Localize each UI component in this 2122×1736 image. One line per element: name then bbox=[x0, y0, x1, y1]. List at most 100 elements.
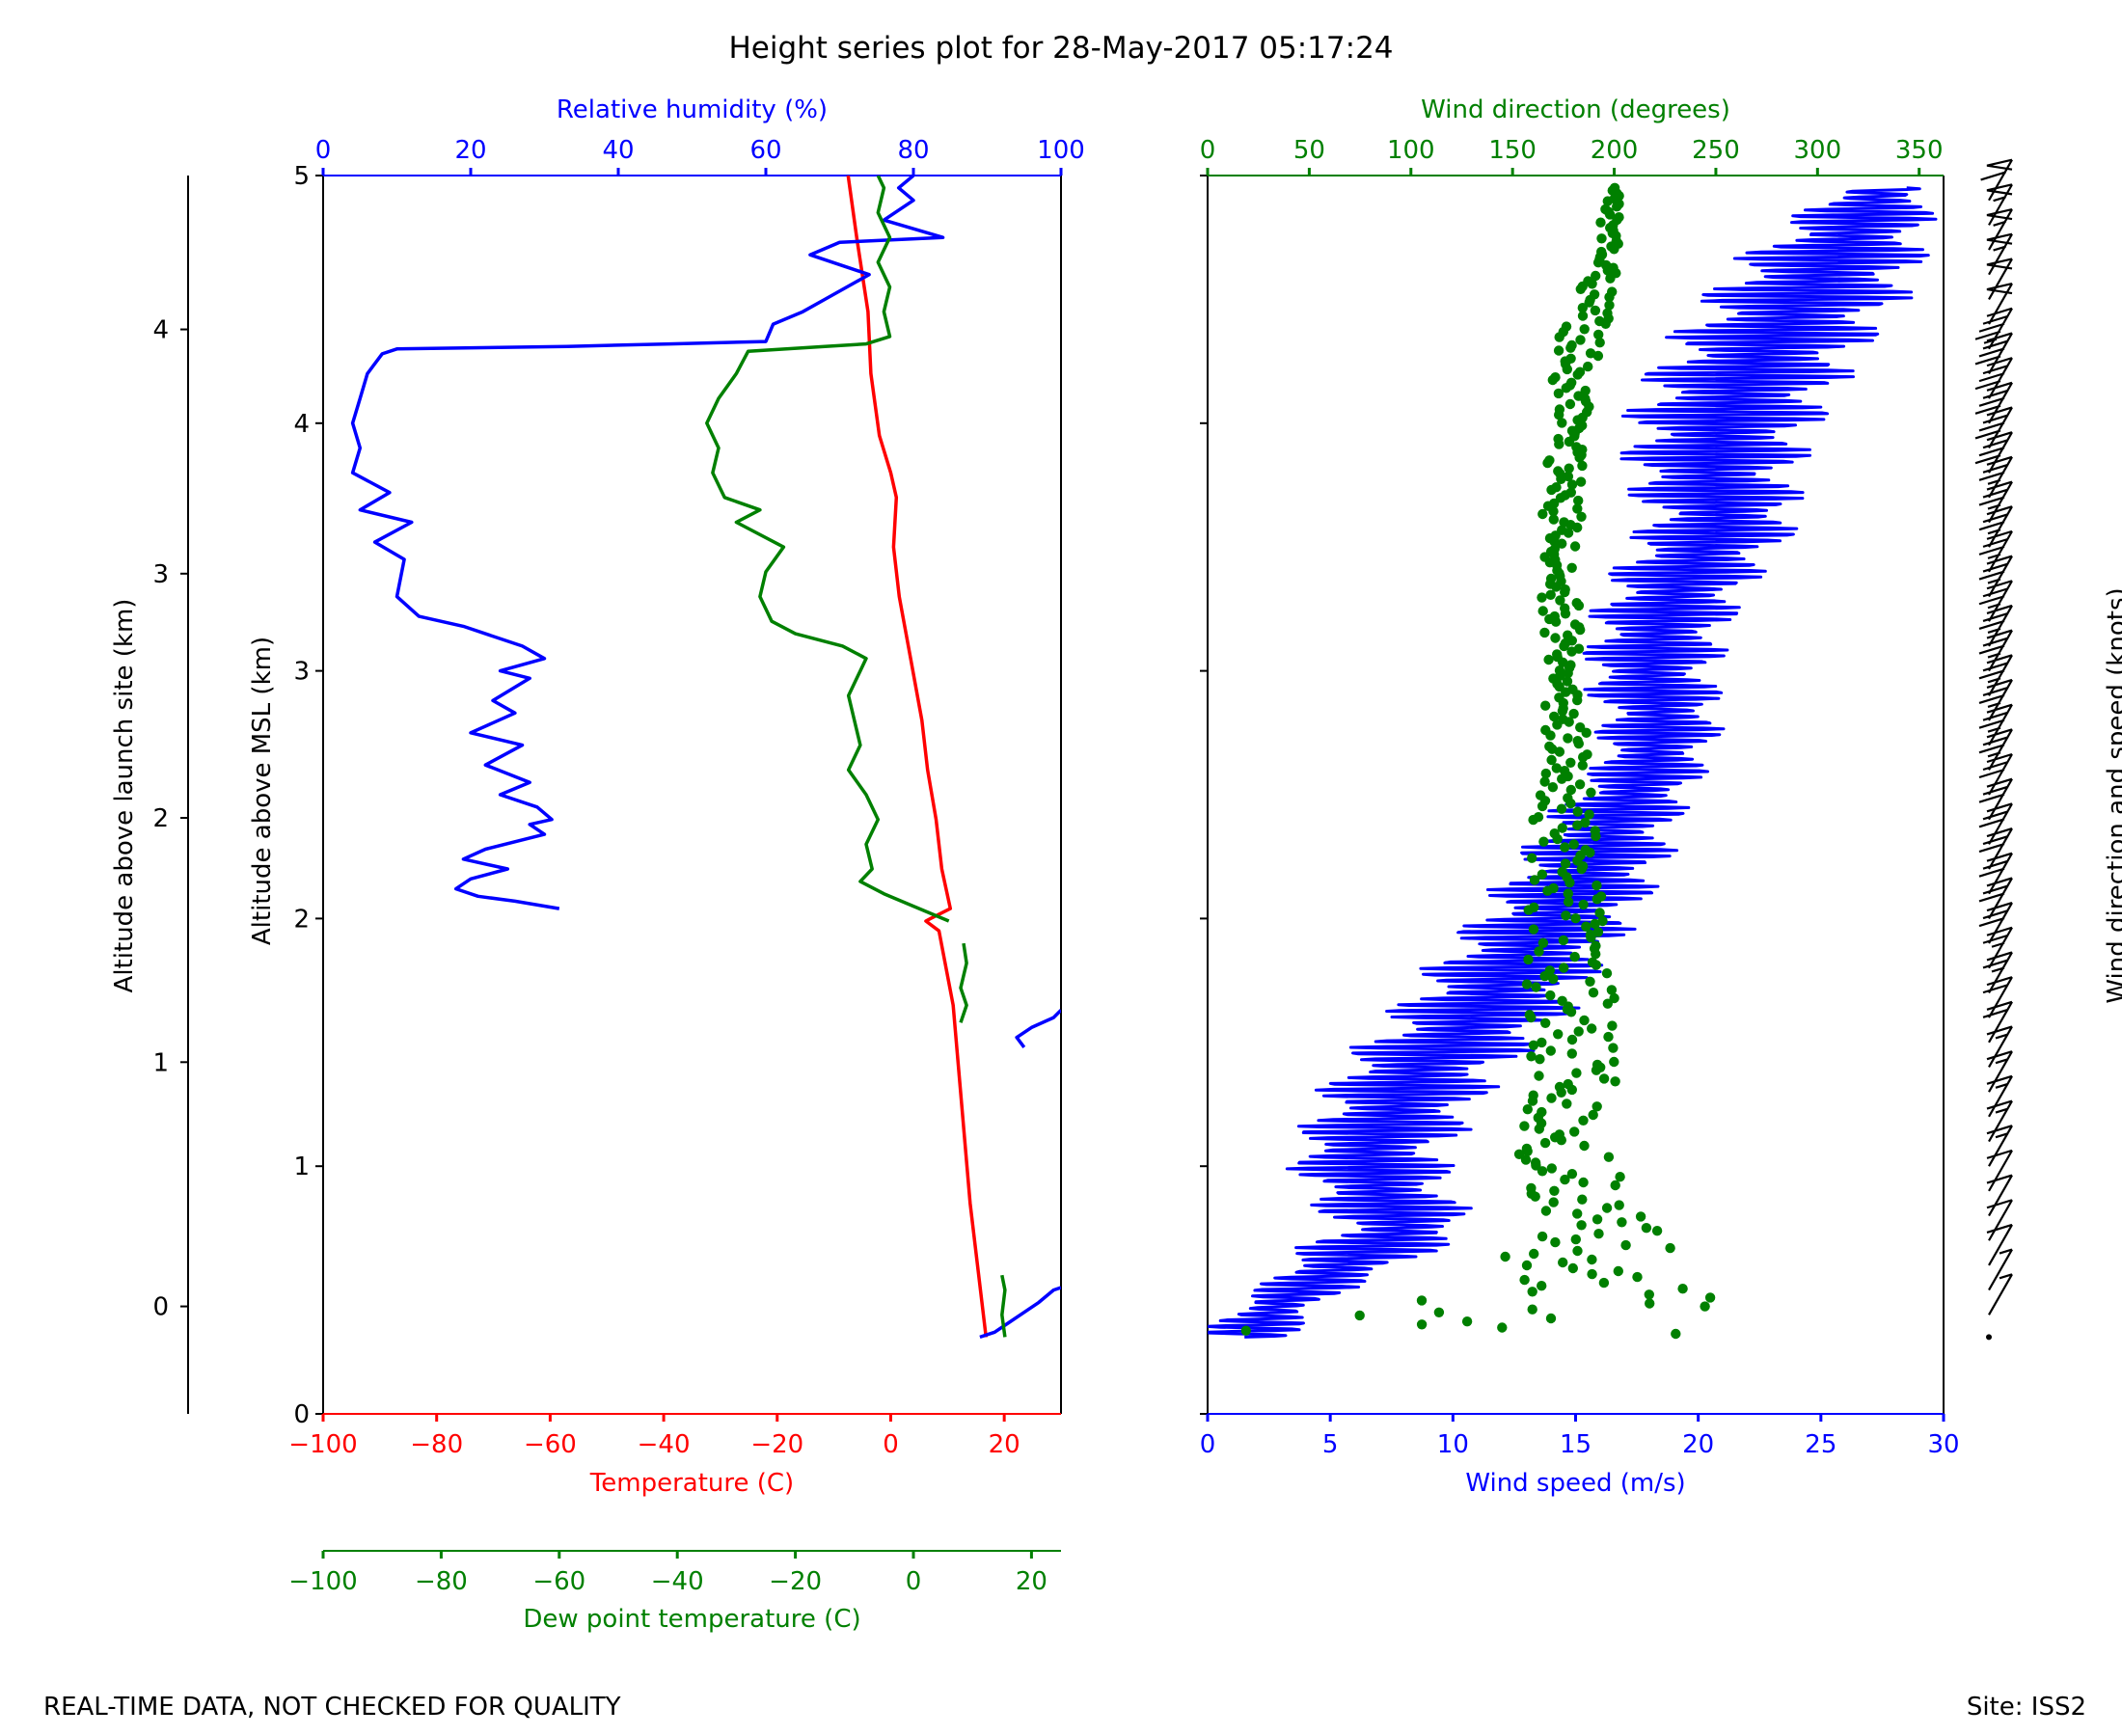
wind-barb bbox=[1986, 1025, 2013, 1069]
chart-title: Height series plot for 28-May-2017 05:17… bbox=[728, 31, 1393, 66]
wind-direction-point bbox=[1604, 300, 1615, 311]
wind-barb bbox=[1986, 258, 2013, 300]
wind-barb bbox=[1982, 951, 2013, 993]
wind-direction-point bbox=[1529, 875, 1540, 885]
wind-barb bbox=[1986, 1334, 1992, 1341]
wind-direction-point bbox=[1585, 930, 1596, 940]
wind-direction-point bbox=[1547, 782, 1559, 793]
wind-direction-point bbox=[1537, 606, 1548, 616]
wind-direction-point bbox=[1537, 1106, 1547, 1118]
direction-tick-label: 350 bbox=[1895, 136, 1944, 165]
wind-direction-point bbox=[1537, 1231, 1548, 1242]
wind-direction-point bbox=[1550, 633, 1561, 643]
wind-direction-point bbox=[1585, 976, 1595, 987]
wind-barb bbox=[1974, 381, 2013, 424]
wind-barb bbox=[1986, 1174, 2013, 1217]
wind-direction-point bbox=[1240, 1325, 1252, 1336]
speed-tick-label: 10 bbox=[1437, 1430, 1469, 1459]
wind-barb bbox=[1978, 703, 2013, 746]
wind-direction-point bbox=[1540, 1017, 1551, 1029]
dew-point-line bbox=[705, 176, 950, 923]
wind-barb bbox=[1986, 1149, 2013, 1192]
temperature-tick-label: 20 bbox=[989, 1430, 1020, 1459]
wind-direction-point bbox=[1600, 203, 1611, 215]
wind-direction-point bbox=[1572, 806, 1583, 817]
wind-direction-point bbox=[1538, 836, 1549, 847]
wind-direction-point bbox=[1571, 1068, 1582, 1078]
wind-direction-point bbox=[1590, 826, 1601, 836]
relative-humidity-line bbox=[1015, 1009, 1061, 1048]
wind-direction-point bbox=[1569, 541, 1581, 552]
wind-direction-point bbox=[1572, 503, 1583, 514]
wind-barb bbox=[1986, 1125, 2013, 1167]
barb-axis-label: Wind direction and speed (knots) bbox=[2103, 587, 2122, 1003]
wind-barb bbox=[1978, 852, 2013, 895]
wind-direction-point bbox=[1571, 442, 1582, 452]
wind-barb bbox=[1986, 183, 2013, 226]
wind-direction-point bbox=[1549, 610, 1561, 622]
wind-barb bbox=[1978, 728, 2013, 771]
humidity-tick-label: 40 bbox=[602, 136, 634, 165]
wind-direction-point bbox=[1540, 1206, 1552, 1216]
wind-barb bbox=[1982, 1000, 2013, 1044]
msl-tick-label: 3 bbox=[293, 658, 310, 687]
speed-tick-label: 20 bbox=[1682, 1430, 1714, 1459]
wind-direction-point bbox=[1540, 700, 1551, 711]
dewpoint-axis-label: Dew point temperature (C) bbox=[523, 1605, 860, 1634]
temperature-tick-label: −60 bbox=[524, 1430, 577, 1459]
wind-direction-point bbox=[1592, 1059, 1603, 1071]
wind-direction-point bbox=[1354, 1310, 1365, 1321]
wind-direction-point bbox=[1641, 1223, 1652, 1234]
wind-direction-point bbox=[1610, 1180, 1620, 1191]
dew-point-line bbox=[1000, 1274, 1007, 1338]
wind-direction-point bbox=[1591, 270, 1601, 282]
wind-direction-point bbox=[1529, 1248, 1539, 1260]
dewpoint-tick-label: 0 bbox=[906, 1567, 922, 1596]
wind-direction-point bbox=[1549, 1185, 1560, 1197]
wind-direction-point bbox=[1587, 957, 1598, 967]
wind-direction-point bbox=[1527, 1304, 1537, 1315]
wind-direction-point bbox=[1546, 754, 1557, 766]
wind-direction-point bbox=[1563, 1078, 1573, 1090]
wind-direction-point bbox=[1615, 1172, 1625, 1182]
wind-barb bbox=[1974, 431, 2013, 474]
wind-direction-point bbox=[1592, 880, 1602, 891]
wind-direction-point bbox=[1581, 921, 1592, 932]
wind-direction-point bbox=[1554, 404, 1565, 415]
direction-tick-label: 200 bbox=[1591, 136, 1639, 165]
wind-direction-point bbox=[1575, 476, 1587, 487]
wind-direction-point bbox=[1537, 592, 1547, 603]
wind-direction-point bbox=[1593, 329, 1604, 340]
wind-direction-point bbox=[1602, 308, 1613, 318]
wind-direction-point bbox=[1565, 353, 1576, 364]
wind-direction-point bbox=[1526, 1051, 1537, 1062]
speed-tick-label: 0 bbox=[1200, 1430, 1216, 1459]
wind-direction-point bbox=[1602, 998, 1614, 1009]
wind-direction-point bbox=[1574, 779, 1586, 790]
msl-tick-label: 0 bbox=[293, 1400, 310, 1429]
direction-tick-label: 150 bbox=[1488, 136, 1537, 165]
wind-direction-point bbox=[1597, 915, 1608, 927]
wind-direction-point bbox=[1567, 1262, 1579, 1274]
wind-direction-point bbox=[1580, 385, 1591, 396]
wind-direction-point bbox=[1546, 1093, 1557, 1103]
direction-tick-label: 50 bbox=[1293, 136, 1325, 165]
wind-direction-point bbox=[1578, 1115, 1589, 1126]
launch-site-tick-label: 0 bbox=[152, 1293, 169, 1322]
wind-direction-point bbox=[1576, 511, 1587, 522]
wind-direction-point bbox=[1530, 1157, 1541, 1168]
dewpoint-tick-label: 20 bbox=[1016, 1567, 1047, 1596]
dewpoint-tick-label: −80 bbox=[415, 1567, 468, 1596]
wind-direction-point bbox=[1590, 918, 1600, 930]
wind-direction-point bbox=[1416, 1295, 1428, 1306]
wind-direction-point bbox=[1590, 305, 1601, 316]
wind-direction-point bbox=[1544, 455, 1555, 466]
wind-direction-point bbox=[1563, 733, 1573, 744]
wind-direction-point bbox=[1523, 954, 1534, 965]
wind-direction-point bbox=[1609, 1056, 1619, 1068]
dewpoint-tick-label: −20 bbox=[769, 1567, 822, 1596]
wind-direction-point bbox=[1577, 460, 1588, 472]
wind-direction-point bbox=[1645, 1298, 1655, 1309]
launch-site-axis-label: Altitude above launch site (km) bbox=[110, 599, 139, 993]
